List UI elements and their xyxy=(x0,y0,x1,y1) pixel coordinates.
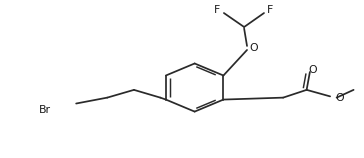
Text: Br: Br xyxy=(39,105,51,115)
Text: O: O xyxy=(249,43,258,53)
Text: O: O xyxy=(335,93,344,103)
Text: O: O xyxy=(308,65,317,75)
Text: F: F xyxy=(268,5,274,15)
Text: F: F xyxy=(214,5,221,15)
